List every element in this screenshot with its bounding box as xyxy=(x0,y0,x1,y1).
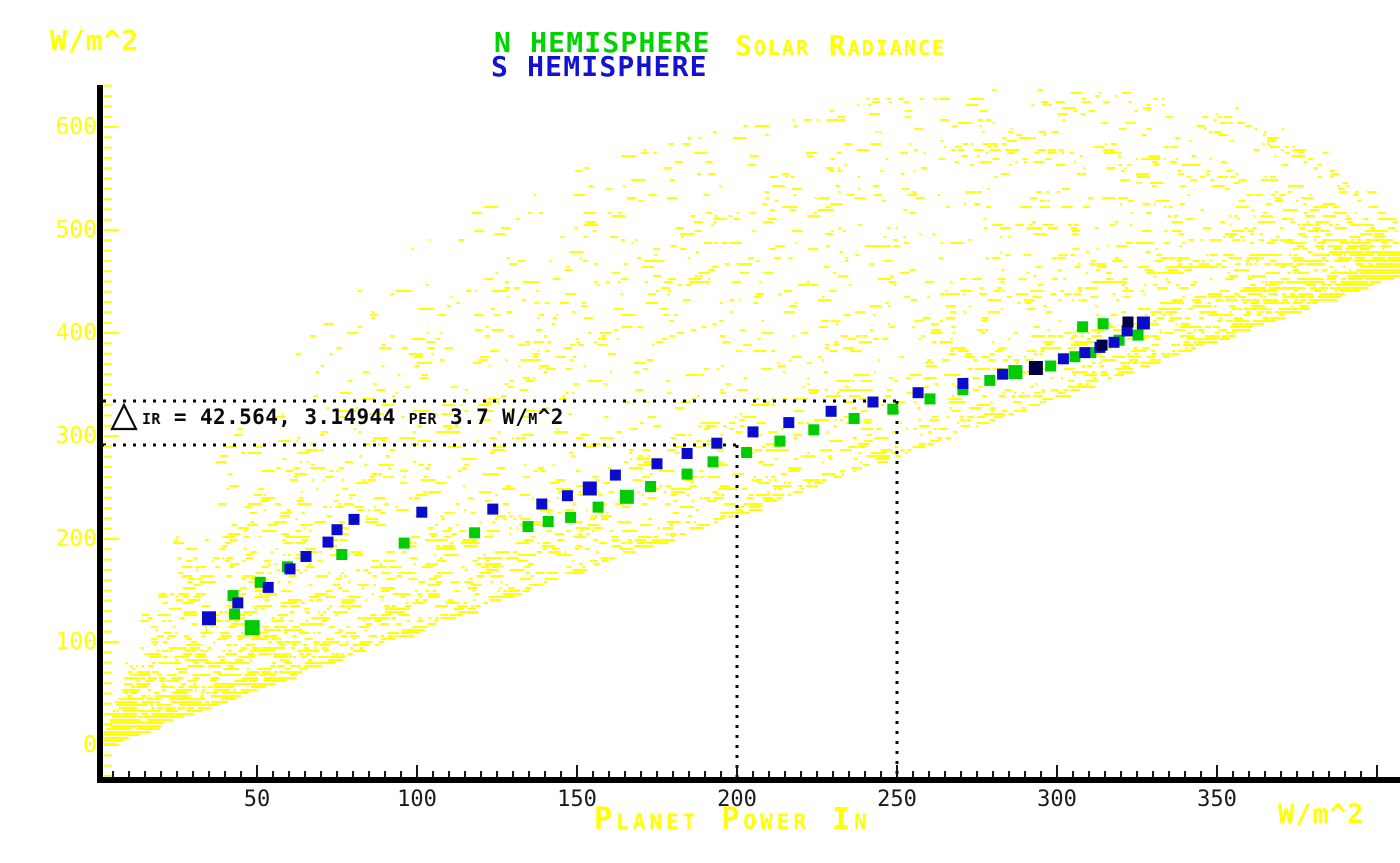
data-point-overlap xyxy=(1096,339,1108,351)
data-point-overlap xyxy=(1122,316,1134,328)
data-point-n-hemisphere xyxy=(774,435,786,447)
data-point-s-hemisphere xyxy=(957,378,969,389)
data-point-n-hemisphere xyxy=(1085,347,1097,359)
data-point-n-hemisphere xyxy=(707,456,719,468)
data-point-n-hemisphere xyxy=(565,511,577,523)
data-point-s-hemisphere xyxy=(825,405,837,417)
data-point-s-hemisphere xyxy=(348,513,360,525)
data-point-s-hemisphere xyxy=(331,524,343,536)
data-point-n-hemisphere xyxy=(542,516,554,527)
data-point-n-hemisphere xyxy=(244,620,260,636)
annotation-text: ir = 42.564, 3.14944 per 3.7 W/m^2 xyxy=(142,405,564,429)
data-point-n-hemisphere xyxy=(469,527,481,539)
data-point-s-hemisphere xyxy=(284,563,296,575)
delta-icon xyxy=(110,402,138,431)
data-point-n-hemisphere xyxy=(887,403,899,415)
data-point-s-hemisphere xyxy=(711,437,723,449)
y-tick-label: 400 xyxy=(55,320,97,346)
data-point-s-hemisphere xyxy=(582,481,597,496)
series-s-title: S HEMISPHERE xyxy=(491,50,708,83)
cloud-dashes xyxy=(101,89,1400,745)
x-tick-label: 100 xyxy=(397,787,437,812)
data-point-n-hemisphere xyxy=(592,501,604,513)
data-point-n-hemisphere xyxy=(681,468,693,480)
data-point-n-hemisphere xyxy=(227,590,239,602)
data-point-s-hemisphere xyxy=(300,551,312,562)
data-point-s-hemisphere xyxy=(487,503,499,515)
data-point-s-hemisphere xyxy=(651,458,663,470)
series-n-title: N HEMISPHERE xyxy=(494,26,711,59)
y-axis-major-ticks xyxy=(104,126,119,746)
data-point-n-hemisphere xyxy=(619,489,634,504)
data-point-s-hemisphere xyxy=(997,368,1009,380)
x-axis-unit-label: W/m^2 xyxy=(1278,799,1365,830)
x-axis xyxy=(97,777,1400,783)
data-point-s-hemisphere xyxy=(912,387,924,399)
data-point-s-hemisphere xyxy=(1079,347,1091,359)
data-point-n-hemisphere xyxy=(336,549,348,560)
data-point-s-hemisphere xyxy=(867,396,879,408)
data-point-s-hemisphere xyxy=(202,611,216,626)
y-tick-label: 500 xyxy=(55,217,97,243)
data-point-n-hemisphere xyxy=(1069,351,1081,363)
x-tick-label: 150 xyxy=(557,787,597,812)
chart-title: Solar Radiance xyxy=(735,29,947,62)
data-point-n-hemisphere xyxy=(1008,365,1023,380)
data-point-n-hemisphere xyxy=(741,447,753,458)
data-point-s-hemisphere xyxy=(681,448,693,459)
x-axis-major-ticks xyxy=(256,765,1378,780)
y-axis-minor-ticks xyxy=(104,84,112,777)
data-point-n-hemisphere xyxy=(1132,329,1144,341)
data-point-overlap xyxy=(1028,361,1043,375)
data-point-n-hemisphere xyxy=(229,608,241,620)
x-axis-title: Planet Power In xyxy=(594,802,871,837)
y-tick-label: 200 xyxy=(55,526,97,552)
data-point-s-hemisphere xyxy=(322,536,334,548)
data-point-s-hemisphere xyxy=(536,498,548,510)
y-axis-unit-label: W/m^2 xyxy=(50,24,140,57)
data-point-n-hemisphere xyxy=(1045,360,1057,372)
y-tick-label: 300 xyxy=(55,423,97,449)
data-point-s-hemisphere xyxy=(609,469,621,481)
data-point-n-hemisphere xyxy=(254,576,266,588)
data-point-n-hemisphere xyxy=(984,374,996,386)
data-point-s-hemisphere xyxy=(1108,336,1120,348)
data-point-n-hemisphere xyxy=(808,424,820,436)
x-tick-label: 300 xyxy=(1037,787,1077,812)
x-tick-label: 250 xyxy=(877,787,917,812)
y-tick-label: 0 xyxy=(83,732,97,758)
data-point-s-hemisphere xyxy=(232,597,244,609)
x-tick-label: 200 xyxy=(717,787,757,812)
data-point-n-hemisphere xyxy=(848,413,860,424)
data-point-s-hemisphere xyxy=(262,581,274,593)
data-point-s-hemisphere xyxy=(416,506,428,518)
data-point-s-hemisphere xyxy=(1057,353,1069,365)
x-tick-label: 350 xyxy=(1197,787,1237,812)
data-point-s-hemisphere xyxy=(1121,325,1133,337)
data-point-n-hemisphere xyxy=(522,521,534,533)
y-axis xyxy=(97,85,103,783)
data-point-n-hemisphere xyxy=(1077,321,1089,333)
data-point-n-hemisphere xyxy=(957,384,969,396)
data-point-s-hemisphere xyxy=(1136,316,1150,330)
x-axis-minor-ticks xyxy=(112,771,1362,780)
data-point-s-hemisphere xyxy=(783,417,795,429)
data-point-n-hemisphere xyxy=(645,481,657,492)
x-tick-label: 50 xyxy=(243,787,271,812)
y-tick-label: 100 xyxy=(55,629,97,655)
data-point-n-hemisphere xyxy=(398,537,410,549)
y-tick-label: 600 xyxy=(55,114,97,140)
data-point-s-hemisphere xyxy=(747,426,759,438)
data-point-n-hemisphere xyxy=(1097,318,1109,330)
data-point-n-hemisphere xyxy=(924,393,936,405)
data-point-s-hemisphere xyxy=(561,490,573,502)
